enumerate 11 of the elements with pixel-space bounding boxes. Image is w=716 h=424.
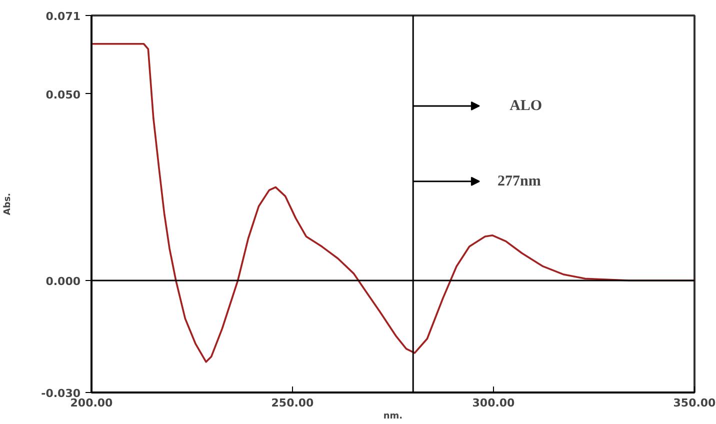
line-series [92, 42, 694, 363]
x-tick-label: 250.00 [271, 396, 314, 410]
y-tick-label: 0.050 [46, 88, 81, 102]
y-tick-label: 0.000 [46, 275, 81, 288]
annotation: 277nm [498, 173, 542, 190]
x-tick-label: 300.00 [472, 396, 516, 410]
x-axis-title: nm. [383, 412, 403, 422]
x-tick-label: 350.00 [673, 396, 716, 410]
annotation: ALO [510, 98, 542, 114]
y-axis-title: Abs. [3, 192, 14, 216]
y-tick-label: 0.071 [46, 10, 81, 23]
